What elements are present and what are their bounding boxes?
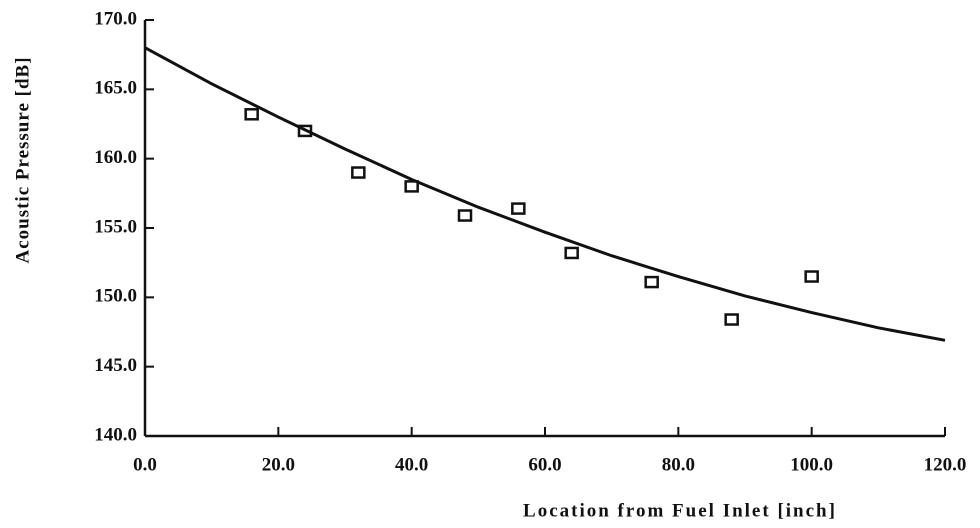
x-tick-label: 40.0 (395, 454, 428, 475)
y-tick-label: 150.0 (94, 286, 137, 307)
x-tick-label: 20.0 (262, 454, 295, 475)
data-point (404, 180, 419, 193)
data-point (457, 209, 473, 222)
data-point (724, 313, 739, 326)
fit-line (144, 46, 946, 342)
data-point (644, 275, 659, 289)
y-tick-label: 170.0 (94, 8, 137, 29)
x-axis-label: Location from Fuel Inlet [inch] (523, 500, 837, 521)
y-tick-label: 165.0 (94, 78, 137, 99)
x-tick-label: 60.0 (528, 454, 561, 475)
data-point (564, 246, 579, 260)
y-tick-label: 160.0 (94, 147, 137, 168)
x-tick-label: 80.0 (662, 454, 695, 475)
data-point (804, 270, 819, 283)
x-tick-label: 0.0 (133, 454, 157, 475)
data-point (351, 166, 366, 179)
x-tick-label: 100.0 (790, 454, 833, 475)
y-axis-label: Acoustic Pressure [dB] (12, 56, 33, 263)
data-point (511, 202, 526, 215)
y-tick-label: 155.0 (94, 216, 137, 237)
y-tick-label: 145.0 (94, 355, 137, 376)
data-point (244, 108, 259, 121)
x-tick-label: 120.0 (924, 454, 967, 475)
y-tick-label: 140.0 (94, 424, 137, 445)
